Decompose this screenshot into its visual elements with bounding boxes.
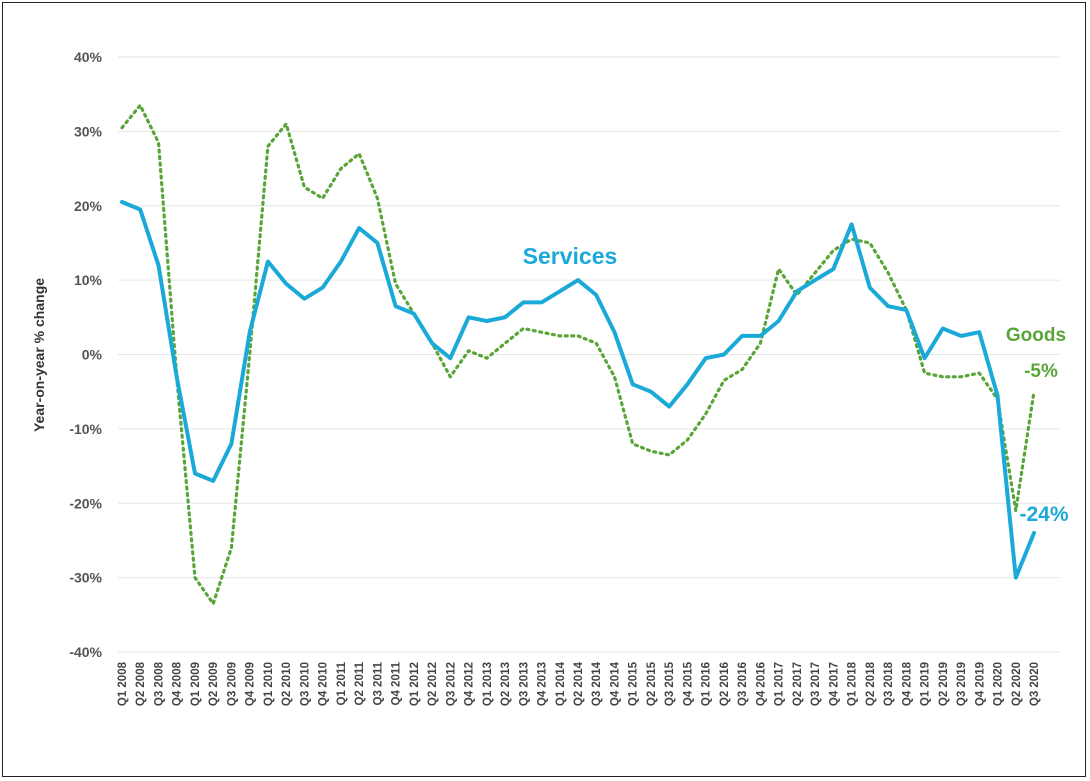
grid-lines [118,56,1060,653]
x-tick-label: Q3 2008 [153,661,165,706]
x-tick-label: Q4 2011 [391,661,403,705]
series-lines [120,103,1036,606]
annotation-services: Services [523,243,618,269]
x-tick-label: Q4 2016 [755,662,767,706]
x-tick-label: Q3 2017 [810,662,822,706]
x-tick-label: Q2 2010 [281,662,293,706]
x-tick-label: Q3 2009 [226,662,238,706]
x-tick-label: Q4 2019 [974,662,986,706]
series-line-services [120,200,1036,580]
x-tick-label: Q2 2016 [719,662,731,706]
x-tick-label: Q2 2011 [354,661,366,705]
y-tick-label: 10% [74,272,103,288]
x-tick-label: Q2 2008 [135,661,147,706]
x-tick-label: Q1 2011 [336,661,348,705]
y-axis-ticks: 40% 30% 20% 10% 0% -10% -20% -30% -40% [69,49,102,660]
x-tick-label: Q2 2020 [1011,662,1023,706]
annotation-goods: Goods [1006,325,1066,346]
y-tick-label: -40% [69,644,102,660]
x-tick-label: Q1 2015 [628,661,640,706]
x-tick-label: Q1 2012 [409,662,421,706]
y-tick-label: 30% [74,123,103,139]
x-tick-label: Q3 2014 [591,661,603,706]
x-tick-label: Q2 2012 [427,662,439,706]
y-tick-label: 20% [74,198,103,214]
x-tick-label: Q2 2014 [573,661,585,706]
x-tick-label: Q1 2017 [774,662,786,706]
x-tick-label: Q1 2009 [190,662,202,706]
x-tick-label: Q2 2015 [646,661,658,706]
x-tick-label: Q4 2018 [901,661,913,706]
annotation-services-value: -24% [1019,503,1068,526]
y-tick-label: -30% [69,570,102,586]
x-tick-label: Q1 2008 [117,661,129,706]
x-tick-label: Q1 2010 [263,662,275,706]
x-tick-label: Q1 2013 [482,662,494,706]
y-axis-label: Year-on-year % change [31,278,47,432]
x-tick-label: Q4 2013 [537,662,549,706]
x-tick-label: Q3 2013 [518,662,530,706]
x-tick-label: Q3 2018 [883,661,895,706]
series-line-goods [120,103,1036,606]
x-tick-label: Q4 2008 [172,661,184,706]
x-tick-label: Q1 2018 [847,661,859,706]
x-tick-label: Q4 2012 [464,662,476,706]
x-tick-label: Q3 2011 [372,661,384,705]
x-tick-label: Q2 2013 [500,662,512,706]
x-tick-label: Q4 2010 [318,662,330,706]
y-tick-label: 40% [74,49,103,65]
x-tick-label: Q2 2018 [865,661,877,706]
x-tick-label: Q1 2016 [701,662,713,706]
x-tick-label: Q2 2017 [792,662,804,706]
x-tick-label: Q4 2017 [828,662,840,706]
x-axis-ticks: Q1 2008 Q2 2008 Q3 2008 Q4 2008 Q1 2009 Q2 20… [117,661,1041,706]
x-tick-label: Q3 2016 [737,662,749,706]
x-tick-label: Q1 2020 [993,662,1005,706]
annotations: Services Goods -5% -24% [523,243,1069,526]
x-tick-label: Q2 2009 [208,662,220,706]
x-tick-label: Q3 2012 [445,662,457,706]
x-tick-label: Q4 2009 [245,662,257,706]
x-tick-label: Q4 2015 [682,661,694,706]
x-tick-label: Q3 2019 [956,662,968,706]
y-tick-label: -10% [69,421,102,437]
y-tick-label: 0% [82,347,103,363]
x-tick-label: Q4 2014 [609,661,621,706]
annotation-goods-value: -5% [1024,361,1058,382]
x-tick-label: Q3 2010 [299,662,311,706]
x-tick-label: Q1 2019 [920,662,932,706]
x-tick-label: Q1 2014 [555,661,567,706]
x-tick-label: Q2 2019 [938,662,950,706]
y-tick-label: -20% [69,495,102,511]
x-tick-label: Q3 2015 [664,661,676,706]
x-tick-label: Q3 2020 [1029,662,1041,706]
